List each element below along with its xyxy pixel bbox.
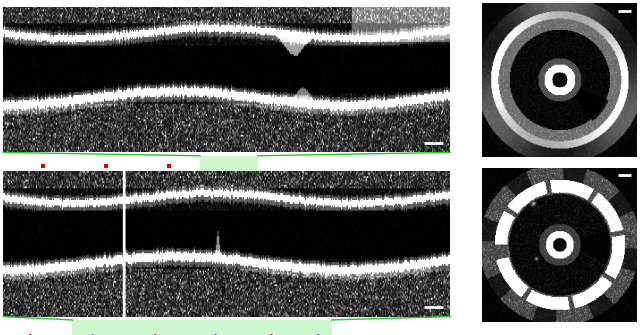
Bar — [73, 320, 332, 335]
Bar — [200, 156, 258, 236]
